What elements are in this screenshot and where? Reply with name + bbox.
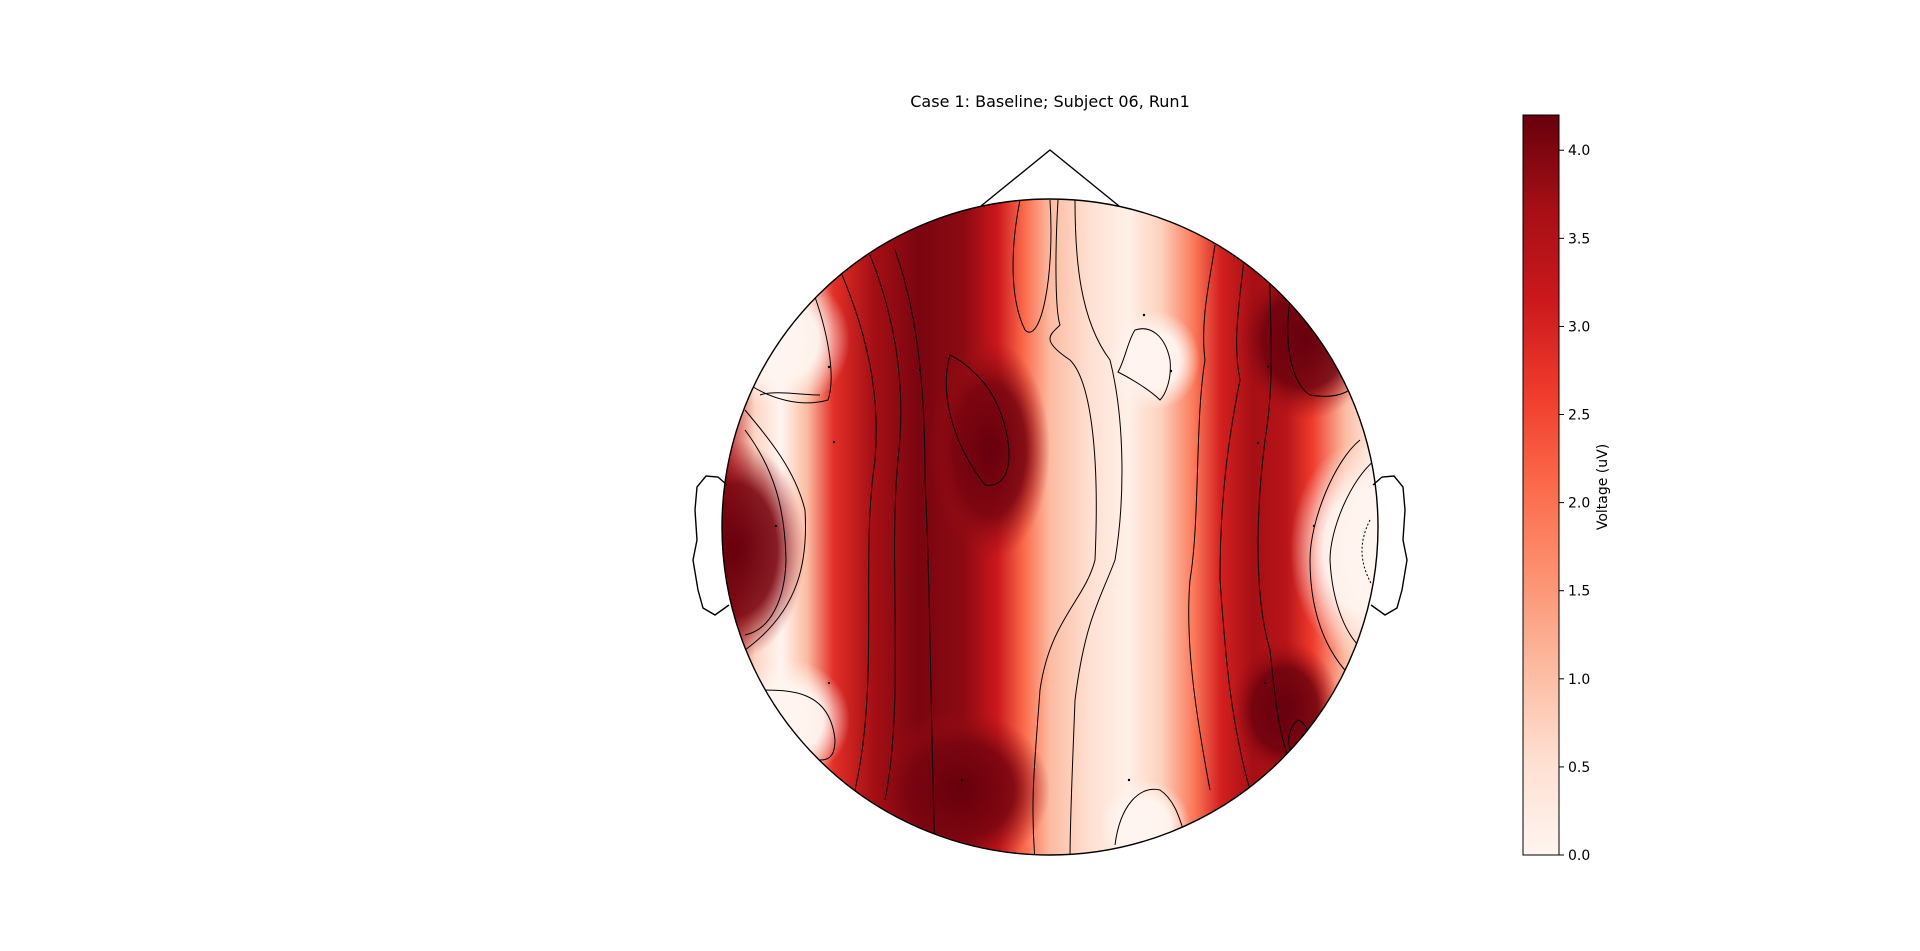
colorbar-tick-label: 2.0 <box>1568 496 1590 512</box>
sensor-dot <box>1263 681 1267 685</box>
contour-lines <box>744 199 1376 855</box>
right-temporal-min <box>1290 440 1378 660</box>
colorbar-tick-label: 3.5 <box>1568 231 1590 247</box>
contour-line <box>1069 199 1123 855</box>
nose-outline <box>980 149 1120 207</box>
contour-line <box>1257 279 1291 761</box>
contour-line <box>744 429 787 636</box>
colorbar-tick-label: 1.0 <box>1568 672 1590 688</box>
colorbar-tick-label: 3.0 <box>1568 319 1590 335</box>
contour-line <box>1032 199 1097 855</box>
contour-line <box>1309 439 1361 686</box>
colorbar-tick-label: 0.5 <box>1568 760 1590 776</box>
sensor-dot <box>1256 441 1260 445</box>
contour-line <box>749 296 832 404</box>
contour-line <box>759 689 836 761</box>
right-occipital-max <box>1230 640 1340 780</box>
contour-line <box>1219 249 1251 791</box>
sensor-dot <box>1312 524 1316 528</box>
left-ear-outline <box>692 475 730 616</box>
contour-line <box>759 392 821 396</box>
head-circle <box>721 198 1379 856</box>
sensor-dot <box>827 365 831 369</box>
left-occipital-min <box>730 660 850 780</box>
contour-line <box>744 409 806 651</box>
posterior-max <box>870 710 1050 855</box>
sensor-markers <box>774 313 1316 782</box>
colorbar-tick-label: 1.5 <box>1568 584 1590 600</box>
contour-line <box>945 354 1010 486</box>
colorbar-ticks: 0.0 0.5 1.0 1.5 2.0 2.5 3.0 3.5 4.0 <box>1559 143 1590 864</box>
posterior-min <box>1100 780 1190 855</box>
scalp-field <box>722 199 1378 855</box>
sensor-dot <box>1266 365 1270 369</box>
contour-line <box>1117 328 1171 401</box>
contour-line <box>894 249 936 855</box>
sensor-dot <box>918 368 922 372</box>
colorbar-gradient <box>1522 114 1560 856</box>
colorbar-tick-label: 0.0 <box>1568 848 1590 864</box>
left-temporal-max <box>722 440 805 660</box>
contour-line <box>1012 199 1052 333</box>
central-max <box>930 340 1050 560</box>
colorbar-tick-label: 2.5 <box>1568 408 1590 424</box>
sensor-dot <box>827 681 831 685</box>
contour-line <box>1329 459 1376 656</box>
contour-line <box>1114 788 1186 846</box>
right-frontal-max <box>1235 260 1375 420</box>
right-ear-outline <box>1370 475 1408 616</box>
contour-line <box>1188 244 1216 791</box>
colorbar-tick-label: 4.0 <box>1568 143 1590 159</box>
contour-line <box>1361 519 1373 586</box>
sensor-dot <box>1142 313 1146 317</box>
sensor-dot <box>1127 778 1131 782</box>
sensor-dot <box>960 778 964 782</box>
contour-line <box>869 254 902 801</box>
chart-title: Case 1: Baseline; Subject 06, Run1 <box>910 92 1190 111</box>
head-outline <box>692 149 1408 856</box>
colorbar: 0.0 0.5 1.0 1.5 2.0 2.5 3.0 3.5 4.0 Voltage (uV) <box>1522 114 1611 864</box>
sensor-dot <box>832 440 836 444</box>
colorbar-label: Voltage (uV) <box>1595 444 1611 530</box>
sensor-dot <box>774 524 778 528</box>
contour-line <box>839 269 877 791</box>
sensor-dot <box>1169 369 1173 373</box>
